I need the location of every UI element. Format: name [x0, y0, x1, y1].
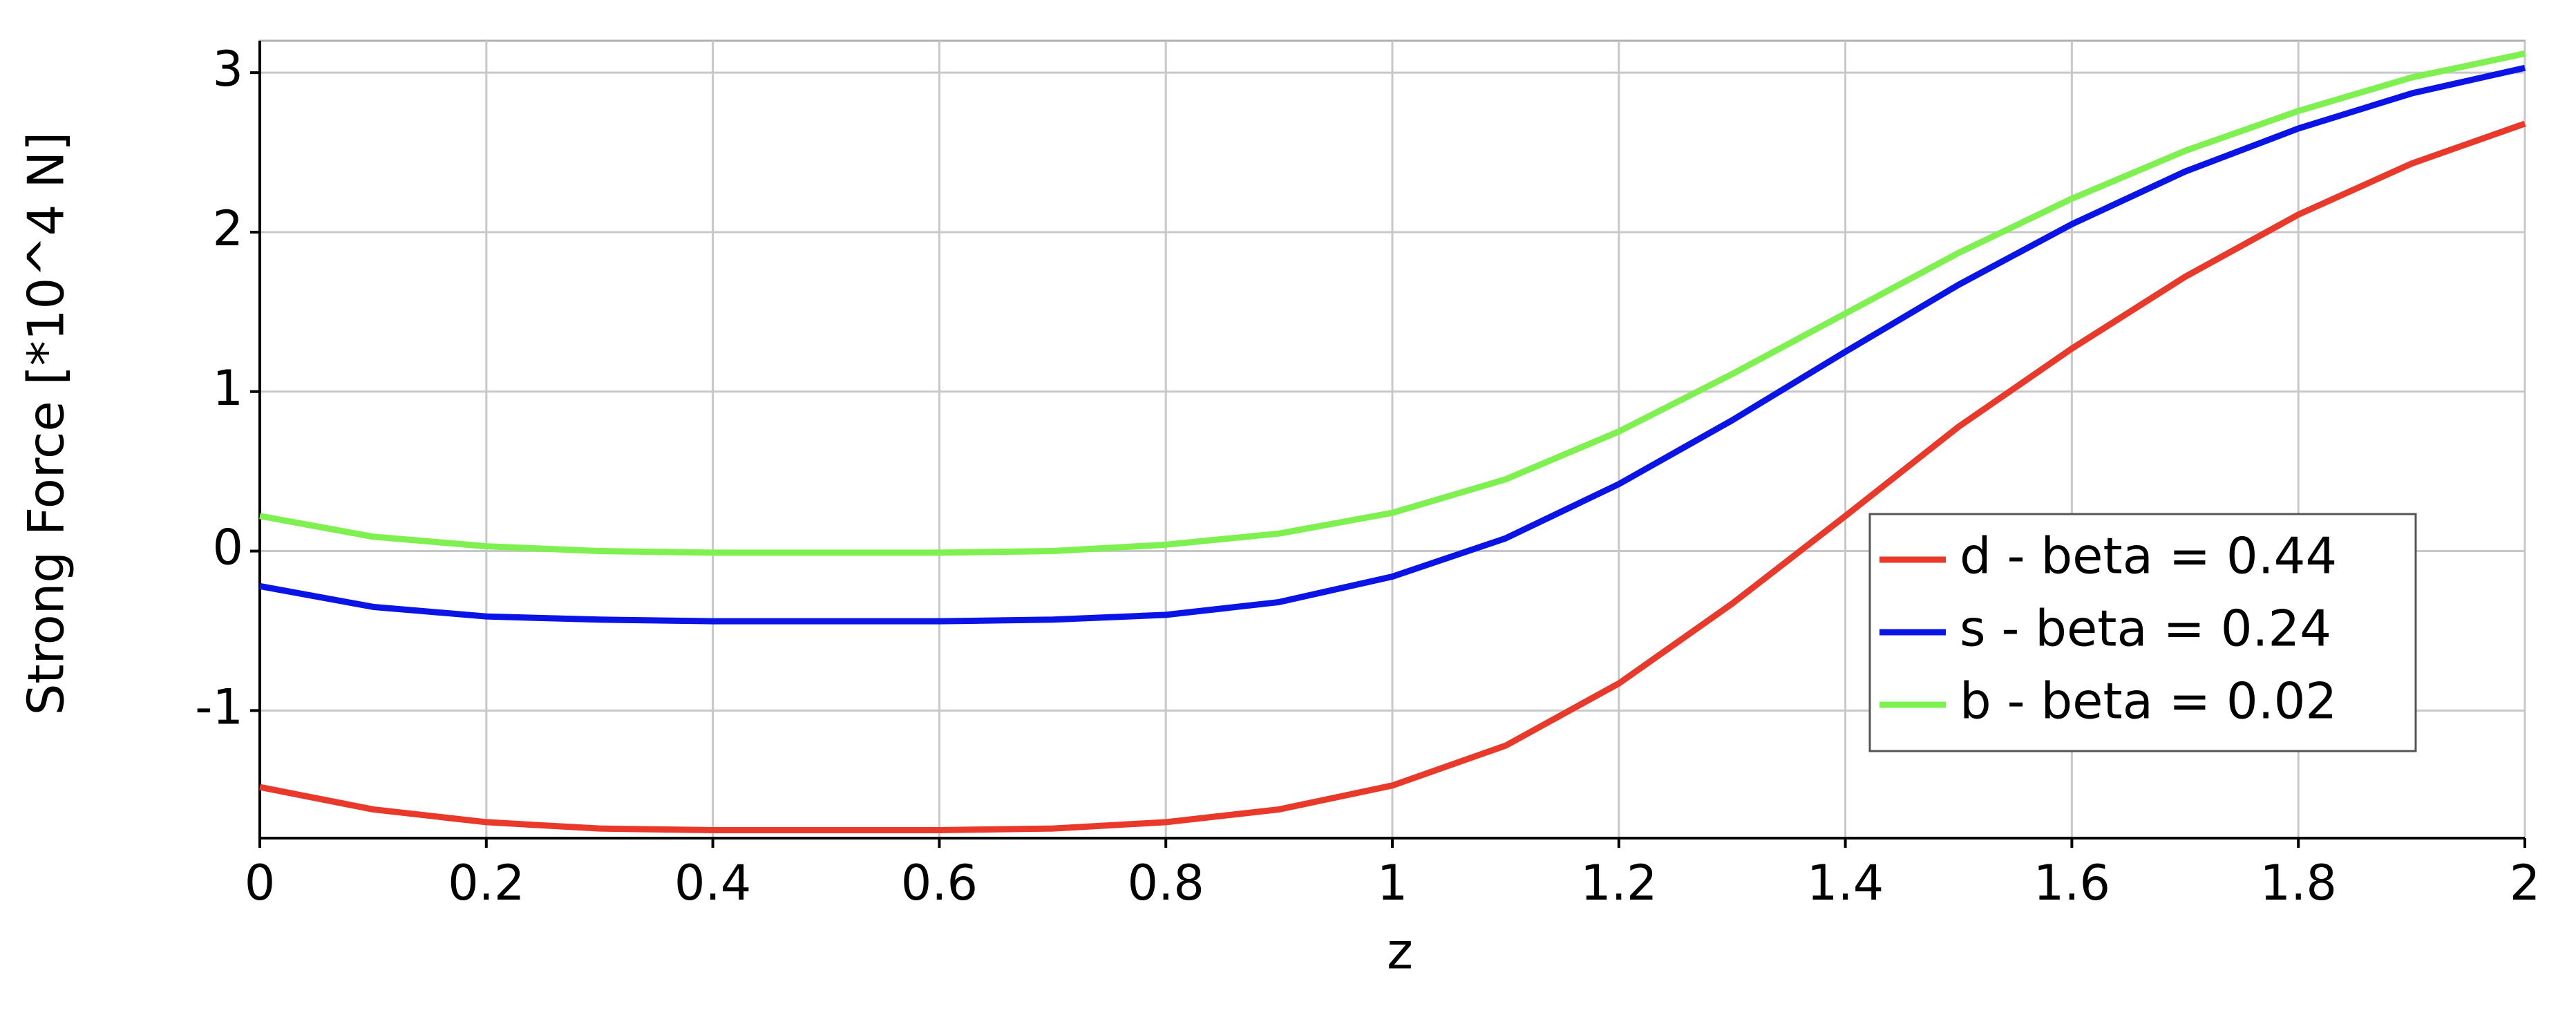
- x-axis-label: z: [1387, 922, 1413, 980]
- y-tick-label: -1: [195, 679, 243, 735]
- x-tick-label: 0: [245, 855, 276, 911]
- x-tick-label: 1: [1377, 855, 1408, 911]
- y-tick-label: 0: [212, 520, 243, 576]
- y-tick-label: 3: [212, 41, 243, 97]
- x-tick-label: 0.4: [674, 855, 751, 911]
- legend: d - beta = 0.44 s - beta = 0.24 b - beta =…: [1868, 513, 2417, 752]
- y-tick-label: 1: [212, 360, 243, 417]
- x-tick-label: 0.6: [901, 855, 978, 911]
- x-tick-label: 2: [2510, 855, 2541, 911]
- x-tick-label: 1.2: [1580, 855, 1657, 911]
- legend-box: [1868, 513, 2417, 752]
- x-tick-label: 1.8: [2260, 855, 2337, 911]
- data-line: [259, 50, 2526, 556]
- legend-label: s - beta = 0.24: [1960, 600, 2331, 658]
- legend-label: d - beta = 0.44: [1960, 527, 2337, 585]
- data-line: [259, 120, 2526, 833]
- x-tick-label: 0.2: [448, 855, 524, 911]
- data-line: [259, 64, 2526, 625]
- x-tick-label: 1.4: [1807, 855, 1884, 911]
- x-tick-label: 0.8: [1128, 855, 1204, 911]
- legend-label: b - beta = 0.02: [1960, 672, 2337, 730]
- y-axis-label: Strong Force [*10^4 N]: [17, 132, 75, 716]
- x-tick-label: 1.6: [2034, 855, 2110, 911]
- y-tick-label: 2: [212, 200, 243, 257]
